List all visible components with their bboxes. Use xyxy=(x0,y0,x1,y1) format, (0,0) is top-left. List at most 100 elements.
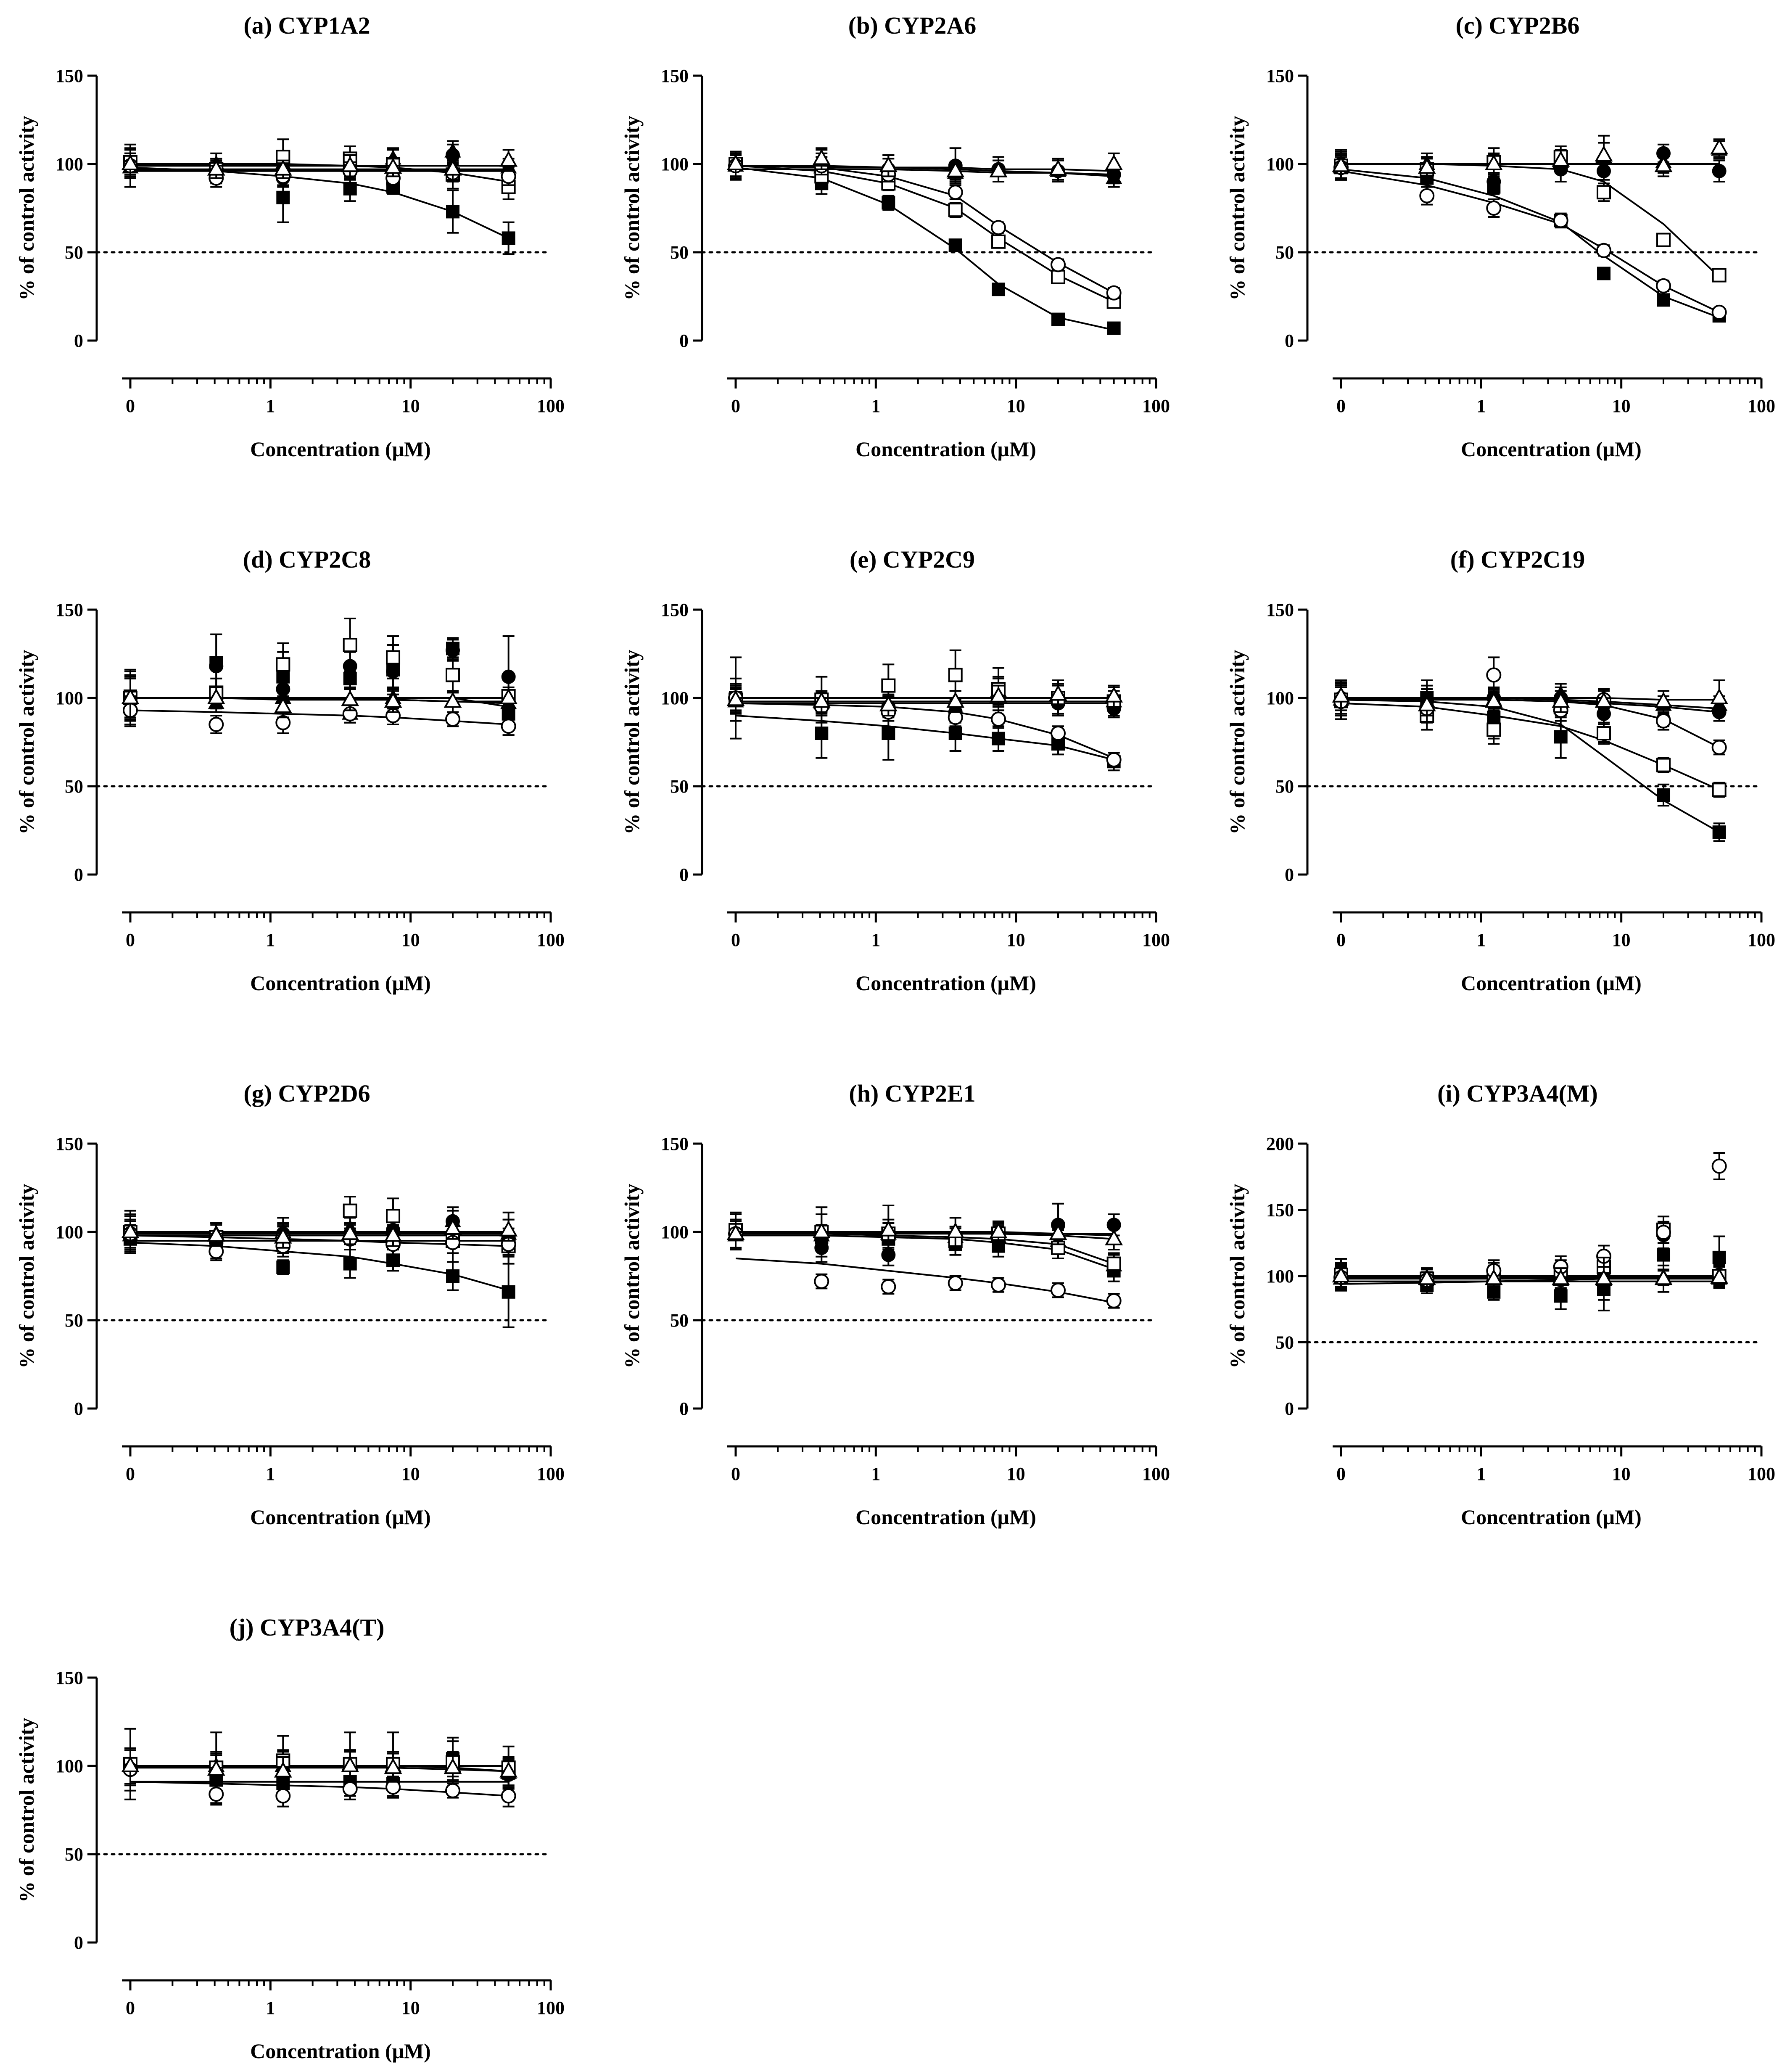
chart-title: (a) CYP1A2 xyxy=(243,12,370,39)
x-axis-label: Concentration (μM) xyxy=(855,1505,1036,1529)
data-point xyxy=(384,1226,402,1242)
data-point xyxy=(1656,1225,1671,1240)
data-point xyxy=(1049,159,1067,176)
x-tick-label: 100 xyxy=(1748,1464,1775,1484)
data-point xyxy=(386,1253,400,1267)
y-tick-label: 100 xyxy=(55,1222,83,1242)
data-point xyxy=(121,154,140,170)
x-tick-label: 100 xyxy=(537,396,565,416)
data-point xyxy=(343,182,357,196)
y-tick-label: 0 xyxy=(74,864,83,885)
data-point xyxy=(946,161,965,177)
x-tick-label: 10 xyxy=(401,930,420,950)
data-point xyxy=(1554,1289,1568,1303)
data-point xyxy=(1712,825,1726,839)
x-tick-label: 100 xyxy=(1748,930,1775,950)
y-tick-label: 100 xyxy=(1266,154,1294,174)
data-point xyxy=(1051,257,1066,272)
data-point xyxy=(1484,1269,1503,1285)
data-point xyxy=(501,1788,516,1804)
data-point xyxy=(276,1261,290,1274)
y-tick-label: 150 xyxy=(1266,66,1294,86)
x-tick-label: 1 xyxy=(266,396,275,416)
x-tick-label: 0 xyxy=(1336,930,1346,950)
data-point xyxy=(446,205,460,219)
data-point xyxy=(812,692,831,708)
data-point xyxy=(274,159,292,176)
data-point xyxy=(444,1758,462,1774)
x-tick-label: 0 xyxy=(1336,396,1346,416)
data-point xyxy=(501,719,516,734)
x-tick-label: 0 xyxy=(126,930,135,950)
data-point xyxy=(991,220,1006,235)
data-point xyxy=(1711,1158,1727,1174)
x-tick-label: 100 xyxy=(537,1464,565,1484)
data-point xyxy=(881,1279,896,1295)
x-tick-label: 0 xyxy=(126,396,135,416)
data-point xyxy=(1051,1282,1066,1298)
y-axis-label: % of control activity xyxy=(620,1184,644,1368)
data-point xyxy=(207,1760,225,1776)
data-point xyxy=(946,692,965,708)
series-open-triangle xyxy=(726,147,1123,182)
data-point xyxy=(1105,154,1123,170)
data-point xyxy=(209,717,224,732)
series-filled-triangle xyxy=(1333,140,1728,179)
y-tick-label: 0 xyxy=(1285,330,1294,351)
data-point xyxy=(1654,156,1673,172)
data-point xyxy=(274,1227,292,1244)
x-tick-label: 1 xyxy=(266,1464,275,1484)
x-tick-label: 0 xyxy=(731,1464,740,1484)
data-point xyxy=(384,692,402,708)
y-tick-label: 100 xyxy=(1266,1266,1294,1287)
data-point xyxy=(343,1203,357,1218)
data-point xyxy=(207,1226,225,1242)
data-point xyxy=(1552,151,1570,167)
data-point xyxy=(276,657,290,672)
y-tick-label: 150 xyxy=(1266,600,1294,620)
data-point xyxy=(1105,1229,1123,1245)
data-point xyxy=(879,1220,898,1237)
y-tick-label: 50 xyxy=(65,1310,83,1331)
series-open-square xyxy=(729,649,1121,724)
chart-title: (j) CYP3A4(T) xyxy=(230,1614,385,1641)
x-axis-label: Concentration (μM) xyxy=(250,2039,431,2063)
data-point xyxy=(1712,1250,1726,1264)
data-point xyxy=(1597,726,1611,740)
y-tick-label: 0 xyxy=(1285,1398,1294,1419)
data-point xyxy=(499,151,518,167)
data-point xyxy=(121,688,140,704)
data-point xyxy=(989,686,1008,703)
data-point xyxy=(1656,713,1671,729)
x-tick-label: 0 xyxy=(731,930,740,950)
data-point xyxy=(1597,267,1611,280)
y-tick-label: 100 xyxy=(661,688,689,708)
data-point xyxy=(1552,1269,1570,1285)
y-tick-label: 50 xyxy=(1275,242,1294,263)
chart-title: (d) CYP2C8 xyxy=(243,546,371,573)
data-point xyxy=(1332,156,1350,172)
data-point xyxy=(342,1781,358,1797)
data-point xyxy=(1106,752,1122,767)
data-point xyxy=(446,1269,460,1283)
x-axis-label: Concentration (μM) xyxy=(855,971,1036,995)
chart-title: (g) CYP2D6 xyxy=(243,1080,370,1107)
data-point xyxy=(444,159,462,176)
data-point xyxy=(1552,692,1570,708)
y-tick-label: 0 xyxy=(679,330,689,351)
data-point xyxy=(276,190,290,204)
data-point xyxy=(726,154,745,170)
data-point xyxy=(1657,293,1671,307)
series-open-square xyxy=(123,618,516,727)
data-point xyxy=(207,688,225,704)
data-point xyxy=(499,1761,518,1778)
fit-curve xyxy=(735,166,1114,331)
data-point xyxy=(1332,686,1350,703)
x-tick-label: 1 xyxy=(266,930,275,950)
data-point xyxy=(989,1222,1008,1238)
data-point xyxy=(444,692,462,708)
